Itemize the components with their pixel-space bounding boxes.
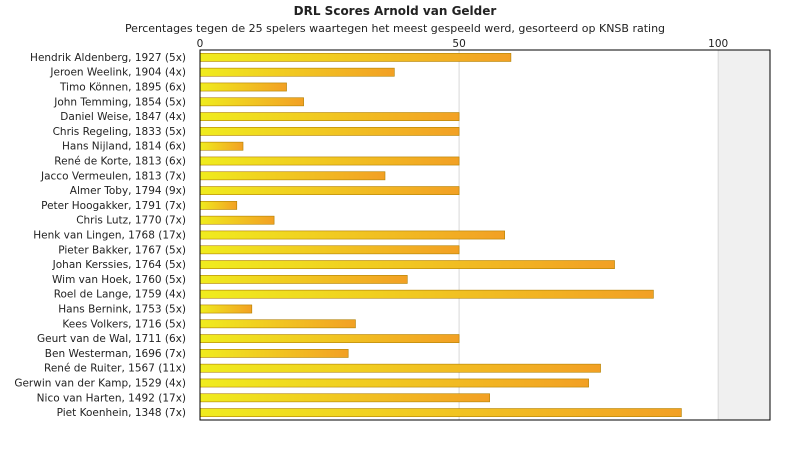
plot-frame	[199, 49, 771, 421]
category-label: Johan Kerssies, 1764 (5x)	[52, 259, 186, 271]
category-label: John Temming, 1854 (5x)	[53, 96, 186, 108]
category-label: Geurt van de Wal, 1711 (6x)	[37, 333, 186, 345]
bar	[199, 201, 238, 210]
bar	[199, 245, 460, 255]
bar	[199, 378, 589, 388]
x-tick-label: 50	[452, 38, 465, 50]
bar	[199, 230, 505, 240]
category-label: Pieter Bakker, 1767 (5x)	[58, 244, 186, 256]
bar	[199, 363, 601, 373]
bar	[199, 260, 615, 269]
bar	[199, 186, 460, 195]
bar	[199, 215, 275, 225]
category-label: Daniel Weise, 1847 (4x)	[60, 111, 186, 123]
x-tick-label: 100	[708, 38, 728, 50]
category-label: Hans Bernink, 1753 (5x)	[58, 304, 186, 316]
bar	[199, 275, 408, 284]
bar	[199, 289, 654, 299]
bar	[199, 97, 304, 107]
category-label: René de Korte, 1813 (6x)	[54, 156, 186, 168]
bar	[199, 408, 682, 417]
bar	[199, 112, 460, 121]
category-label: Chris Lutz, 1770 (7x)	[76, 215, 186, 227]
category-label: Almer Toby, 1794 (9x)	[70, 185, 186, 197]
category-label: René de Ruiter, 1567 (11x)	[44, 363, 186, 375]
category-label: Henk van Lingen, 1768 (17x)	[33, 230, 186, 242]
category-label: Peter Hoogakker, 1791 (7x)	[41, 200, 186, 212]
x-tick-label: 0	[197, 38, 204, 50]
category-label: Jacco Vermeulen, 1813 (7x)	[40, 170, 186, 182]
bar	[199, 349, 349, 358]
bar	[199, 141, 244, 151]
chart-subtitle: Percentages tegen de 25 spelers waartege…	[124, 22, 666, 35]
category-label: Timo Können, 1895 (6x)	[59, 82, 186, 94]
category-label: Hans Nijland, 1814 (6x)	[62, 141, 186, 153]
category-label: Wim van Hoek, 1760 (5x)	[52, 274, 186, 286]
bar	[199, 319, 356, 329]
bar	[199, 127, 460, 136]
chart-title: DRL Scores Arnold van Gelder	[293, 4, 497, 18]
category-label: Kees Volkers, 1716 (5x)	[62, 318, 186, 330]
category-label: Chris Regeling, 1833 (5x)	[53, 126, 186, 138]
bar	[199, 156, 460, 166]
bar	[199, 171, 386, 181]
category-label: Roel de Lange, 1759 (4x)	[54, 289, 186, 301]
category-label: Hendrik Aldenberg, 1927 (5x)	[30, 52, 186, 64]
bar	[199, 334, 460, 343]
category-label: Gerwin van der Kamp, 1529 (4x)	[14, 378, 186, 390]
category-label: Jeroen Weelink, 1904 (4x)	[49, 67, 186, 79]
bar	[199, 304, 253, 314]
bar	[199, 53, 512, 62]
category-label: Ben Westerman, 1696 (7x)	[45, 348, 186, 360]
category-label: Piet Koenhein, 1348 (7x)	[57, 407, 186, 419]
bar	[199, 82, 287, 92]
bar	[199, 67, 395, 77]
category-label: Nico van Harten, 1492 (17x)	[37, 392, 186, 404]
bar	[199, 393, 490, 403]
plot-shade-region	[718, 50, 770, 420]
